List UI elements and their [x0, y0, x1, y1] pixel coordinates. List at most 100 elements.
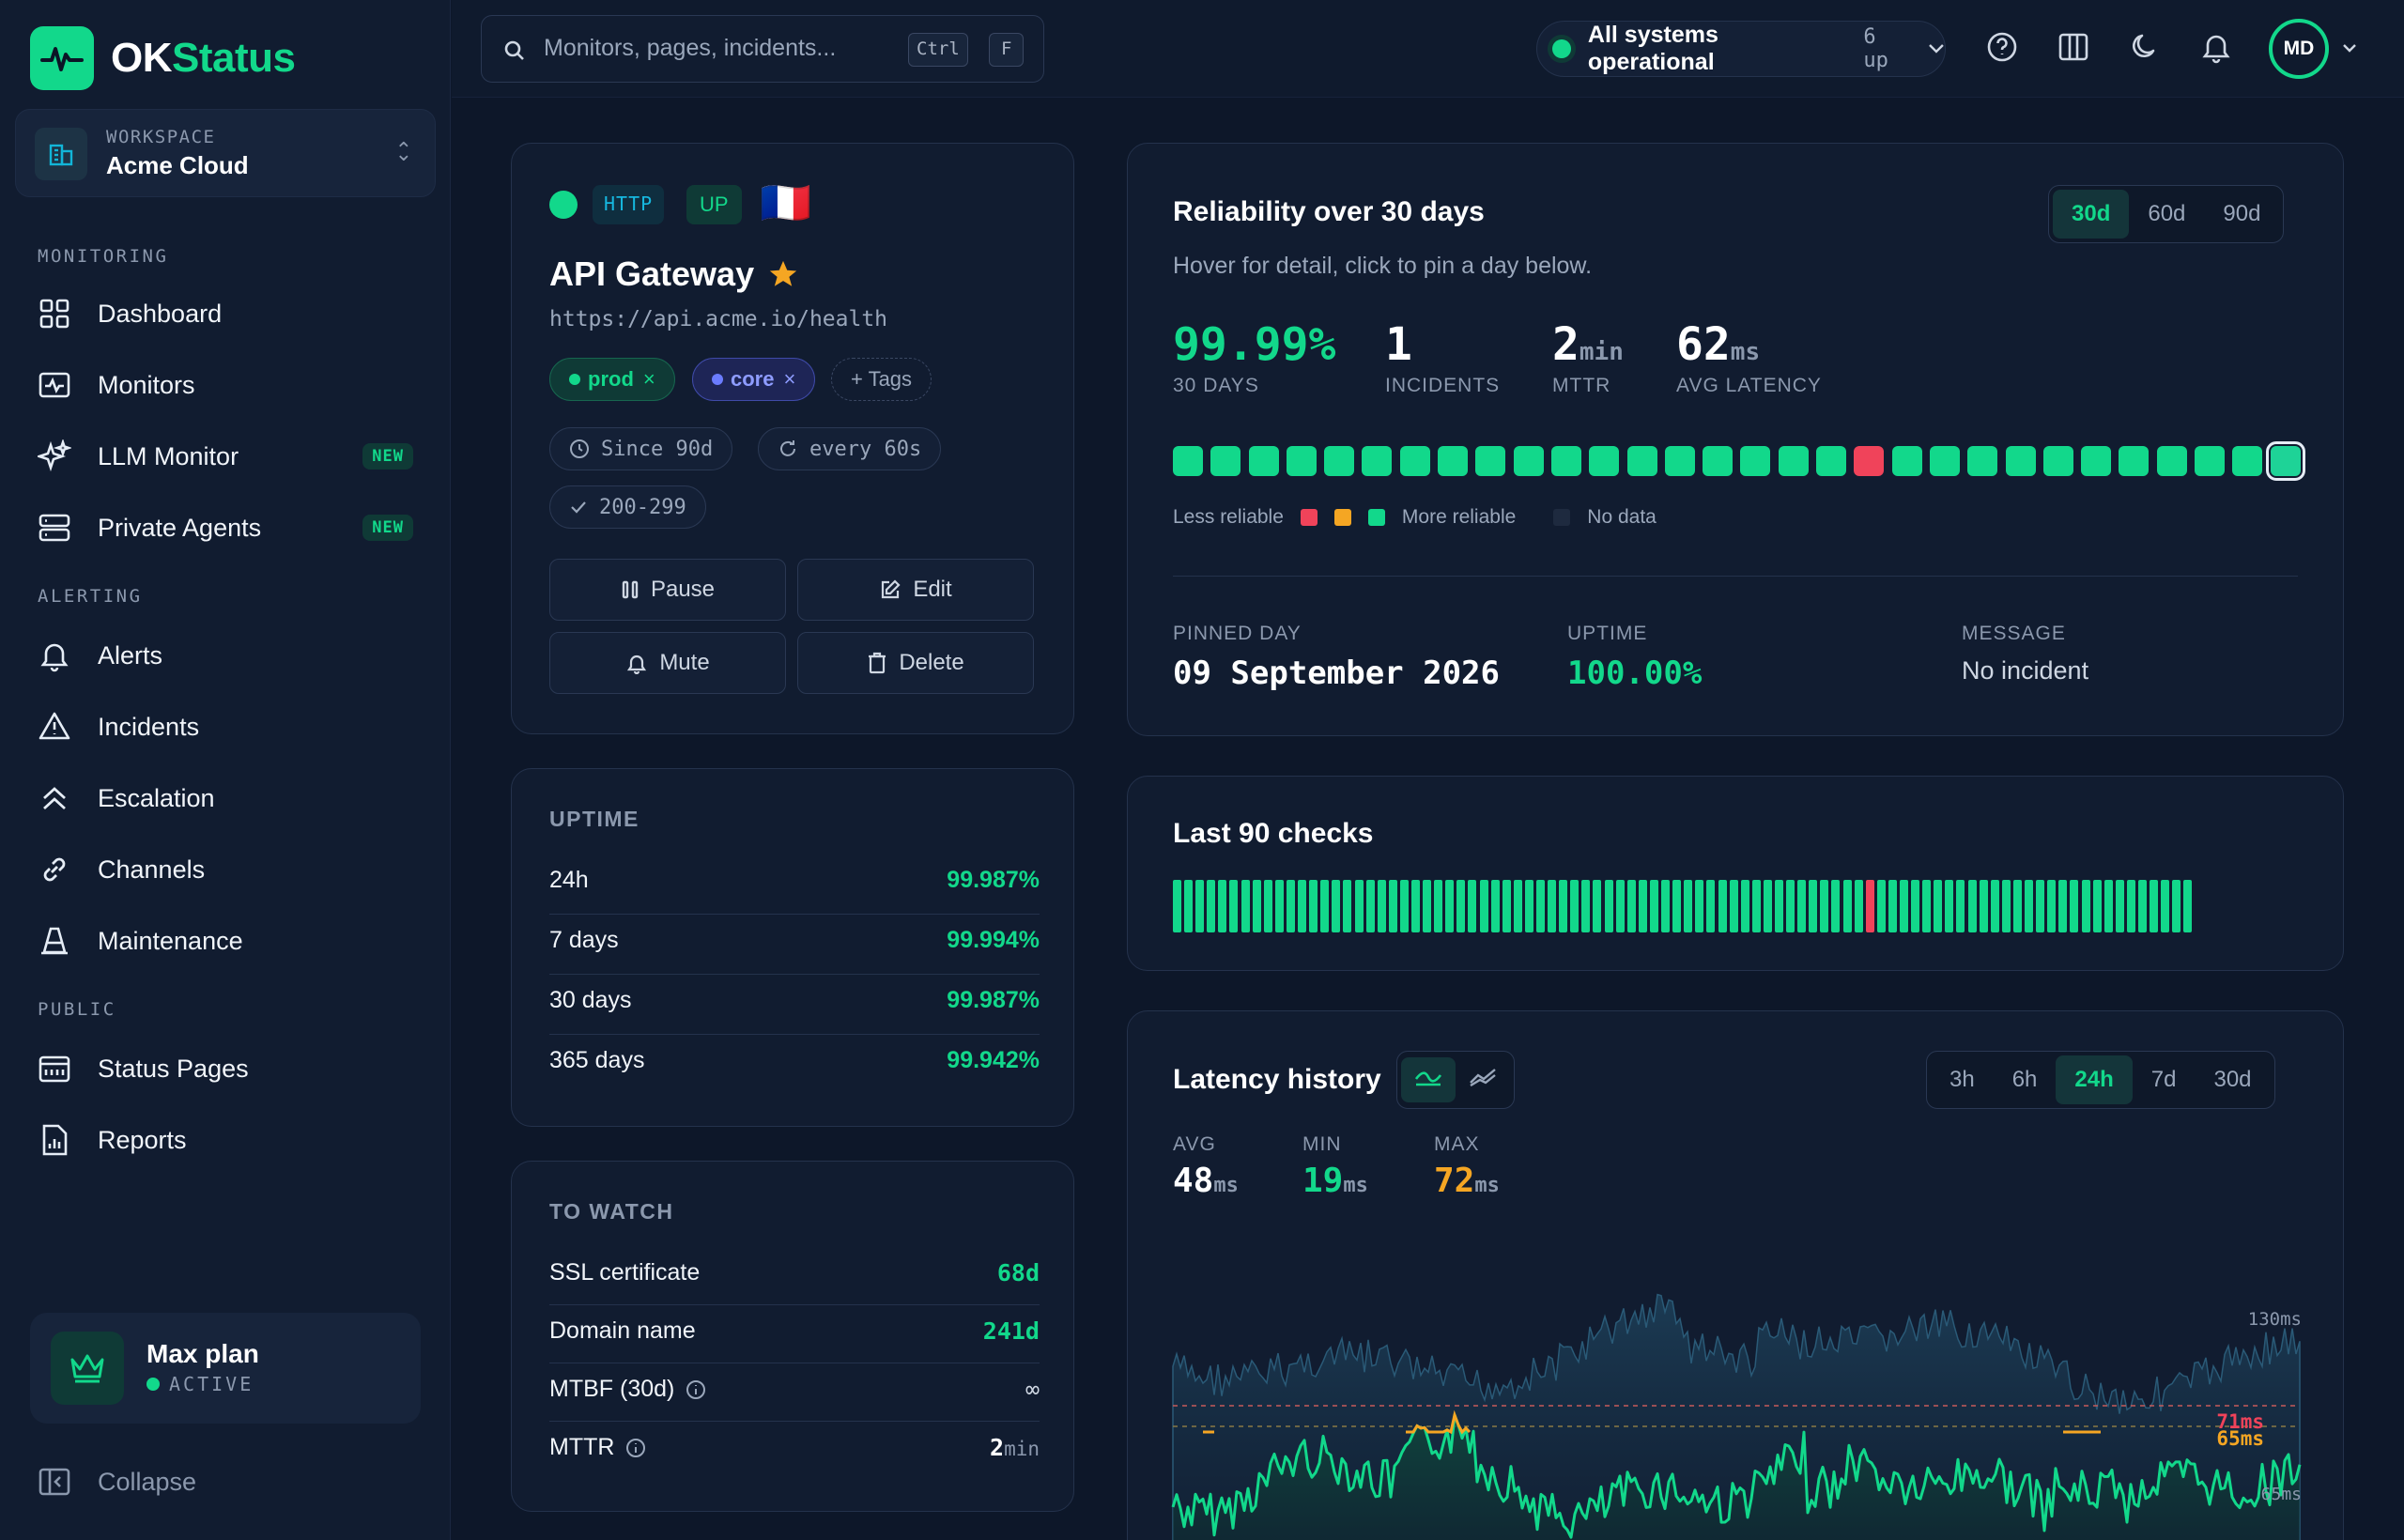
workspace-switcher[interactable]: WORKSPACE Acme Cloud ⌃ ⌄: [15, 109, 436, 197]
check-cell[interactable]: [1604, 880, 1613, 932]
day-cell[interactable]: [1626, 446, 1657, 476]
day-cell[interactable]: [2265, 441, 2305, 481]
line-chart-icon[interactable]: [1456, 1057, 1510, 1102]
check-cell[interactable]: [1626, 880, 1636, 932]
day-cell[interactable]: [1703, 446, 1734, 476]
check-cell[interactable]: [1207, 880, 1216, 932]
day-cell[interactable]: [2232, 446, 2263, 476]
check-cell[interactable]: [1423, 880, 1432, 932]
range-30d[interactable]: 30d: [2213, 1067, 2252, 1092]
system-status-dropdown[interactable]: All systems operational 6 up: [1536, 21, 1946, 77]
remove-tag-icon[interactable]: ×: [783, 367, 796, 391]
day-cell[interactable]: [1173, 446, 1203, 476]
check-cell[interactable]: [1548, 880, 1557, 932]
check-cell[interactable]: [1945, 880, 1954, 932]
check-cell[interactable]: [1763, 880, 1772, 932]
day-cell[interactable]: [1854, 446, 1885, 476]
check-cell[interactable]: [1343, 880, 1352, 932]
check-cell[interactable]: [2172, 880, 2181, 932]
day-cell[interactable]: [1550, 446, 1581, 476]
check-cell[interactable]: [1615, 880, 1625, 932]
check-cell[interactable]: [1298, 880, 1307, 932]
check-cell[interactable]: [1661, 880, 1671, 932]
check-cell[interactable]: [1320, 880, 1330, 932]
sidebar-item-alerts[interactable]: Alerts: [38, 632, 413, 679]
check-cell[interactable]: [2137, 880, 2147, 932]
check-cell[interactable]: [1820, 880, 1829, 932]
day-cell[interactable]: [2156, 446, 2187, 476]
range-30d[interactable]: 30d: [2053, 190, 2130, 239]
check-cell[interactable]: [1524, 880, 1533, 932]
range-6h[interactable]: 6h: [2011, 1067, 2038, 1092]
sidebar-item-maintenance[interactable]: Maintenance: [38, 917, 413, 964]
check-cell[interactable]: [1570, 880, 1580, 932]
check-cell[interactable]: [1831, 880, 1841, 932]
check-cell[interactable]: [1218, 880, 1227, 932]
day-cell[interactable]: [1286, 446, 1317, 476]
day-cell[interactable]: [1438, 446, 1469, 476]
day-cell[interactable]: [2005, 446, 2036, 476]
day-cell[interactable]: [1740, 446, 1771, 476]
info-icon[interactable]: [686, 1379, 706, 1400]
plan-card[interactable]: Max plan ACTIVE: [30, 1313, 421, 1424]
sidebar-item-incidents[interactable]: Incidents: [38, 703, 413, 750]
check-cell[interactable]: [1706, 880, 1716, 932]
sidebar-item-private-agents[interactable]: Private Agents NEW: [38, 504, 413, 551]
day-cell[interactable]: [1664, 446, 1695, 476]
check-cell[interactable]: [2070, 880, 2079, 932]
check-cell[interactable]: [1229, 880, 1239, 932]
tag-prod[interactable]: prod ×: [549, 358, 675, 401]
day-cell[interactable]: [2195, 446, 2226, 476]
day-cell[interactable]: [1210, 446, 1241, 476]
check-cell[interactable]: [1593, 880, 1602, 932]
day-cell[interactable]: [2119, 446, 2150, 476]
check-cell[interactable]: [1638, 880, 1647, 932]
mute-button[interactable]: Mute: [549, 632, 786, 694]
range-3h[interactable]: 3h: [1949, 1067, 1975, 1092]
check-cell[interactable]: [1173, 880, 1181, 932]
check-cell[interactable]: [1842, 880, 1852, 932]
day-cell[interactable]: [1513, 446, 1544, 476]
check-cell[interactable]: [1695, 880, 1704, 932]
remove-tag-icon[interactable]: ×: [642, 367, 655, 391]
day-cell[interactable]: [1475, 446, 1506, 476]
sidebar-item-status-pages[interactable]: Status Pages: [38, 1045, 413, 1092]
check-cell[interactable]: [1377, 880, 1386, 932]
check-cell[interactable]: [1581, 880, 1591, 932]
check-cell[interactable]: [2115, 880, 2124, 932]
collapse-button[interactable]: Collapse: [38, 1465, 196, 1499]
check-cell[interactable]: [1751, 880, 1761, 932]
monitor-url[interactable]: https://api.acme.io/health: [549, 307, 888, 331]
avatar[interactable]: MD: [2269, 19, 2329, 79]
check-cell[interactable]: [1309, 880, 1318, 932]
check-cell[interactable]: [2092, 880, 2102, 932]
area-chart-icon[interactable]: [1401, 1057, 1456, 1102]
sidebar-item-dashboard[interactable]: Dashboard: [38, 290, 413, 337]
day-cell[interactable]: [1816, 446, 1847, 476]
check-cell[interactable]: [1797, 880, 1807, 932]
sidebar-item-channels[interactable]: Channels: [38, 846, 413, 893]
check-cell[interactable]: [2036, 880, 2045, 932]
range-90d[interactable]: 90d: [2223, 201, 2261, 226]
check-cell[interactable]: [1684, 880, 1693, 932]
check-cell[interactable]: [1559, 880, 1568, 932]
logo[interactable]: OKStatus: [30, 26, 296, 90]
sidebar-item-escalation[interactable]: Escalation: [38, 775, 413, 822]
check-cell[interactable]: [1263, 880, 1272, 932]
day-cell[interactable]: [1248, 446, 1279, 476]
check-cell[interactable]: [1410, 880, 1420, 932]
check-cell[interactable]: [2150, 880, 2159, 932]
check-cell[interactable]: [1286, 880, 1295, 932]
help-icon[interactable]: [1985, 30, 2019, 64]
check-cell[interactable]: [1786, 880, 1795, 932]
check-cell[interactable]: [1900, 880, 1908, 932]
range-24h[interactable]: 24h: [2056, 1055, 2133, 1104]
pause-button[interactable]: Pause: [549, 559, 786, 621]
check-cell[interactable]: [1888, 880, 1897, 932]
check-cell[interactable]: [1718, 880, 1727, 932]
check-cell[interactable]: [1922, 880, 1932, 932]
check-cell[interactable]: [1241, 880, 1250, 932]
day-cell[interactable]: [1399, 446, 1430, 476]
star-icon[interactable]: [767, 258, 799, 290]
check-cell[interactable]: [1479, 880, 1488, 932]
